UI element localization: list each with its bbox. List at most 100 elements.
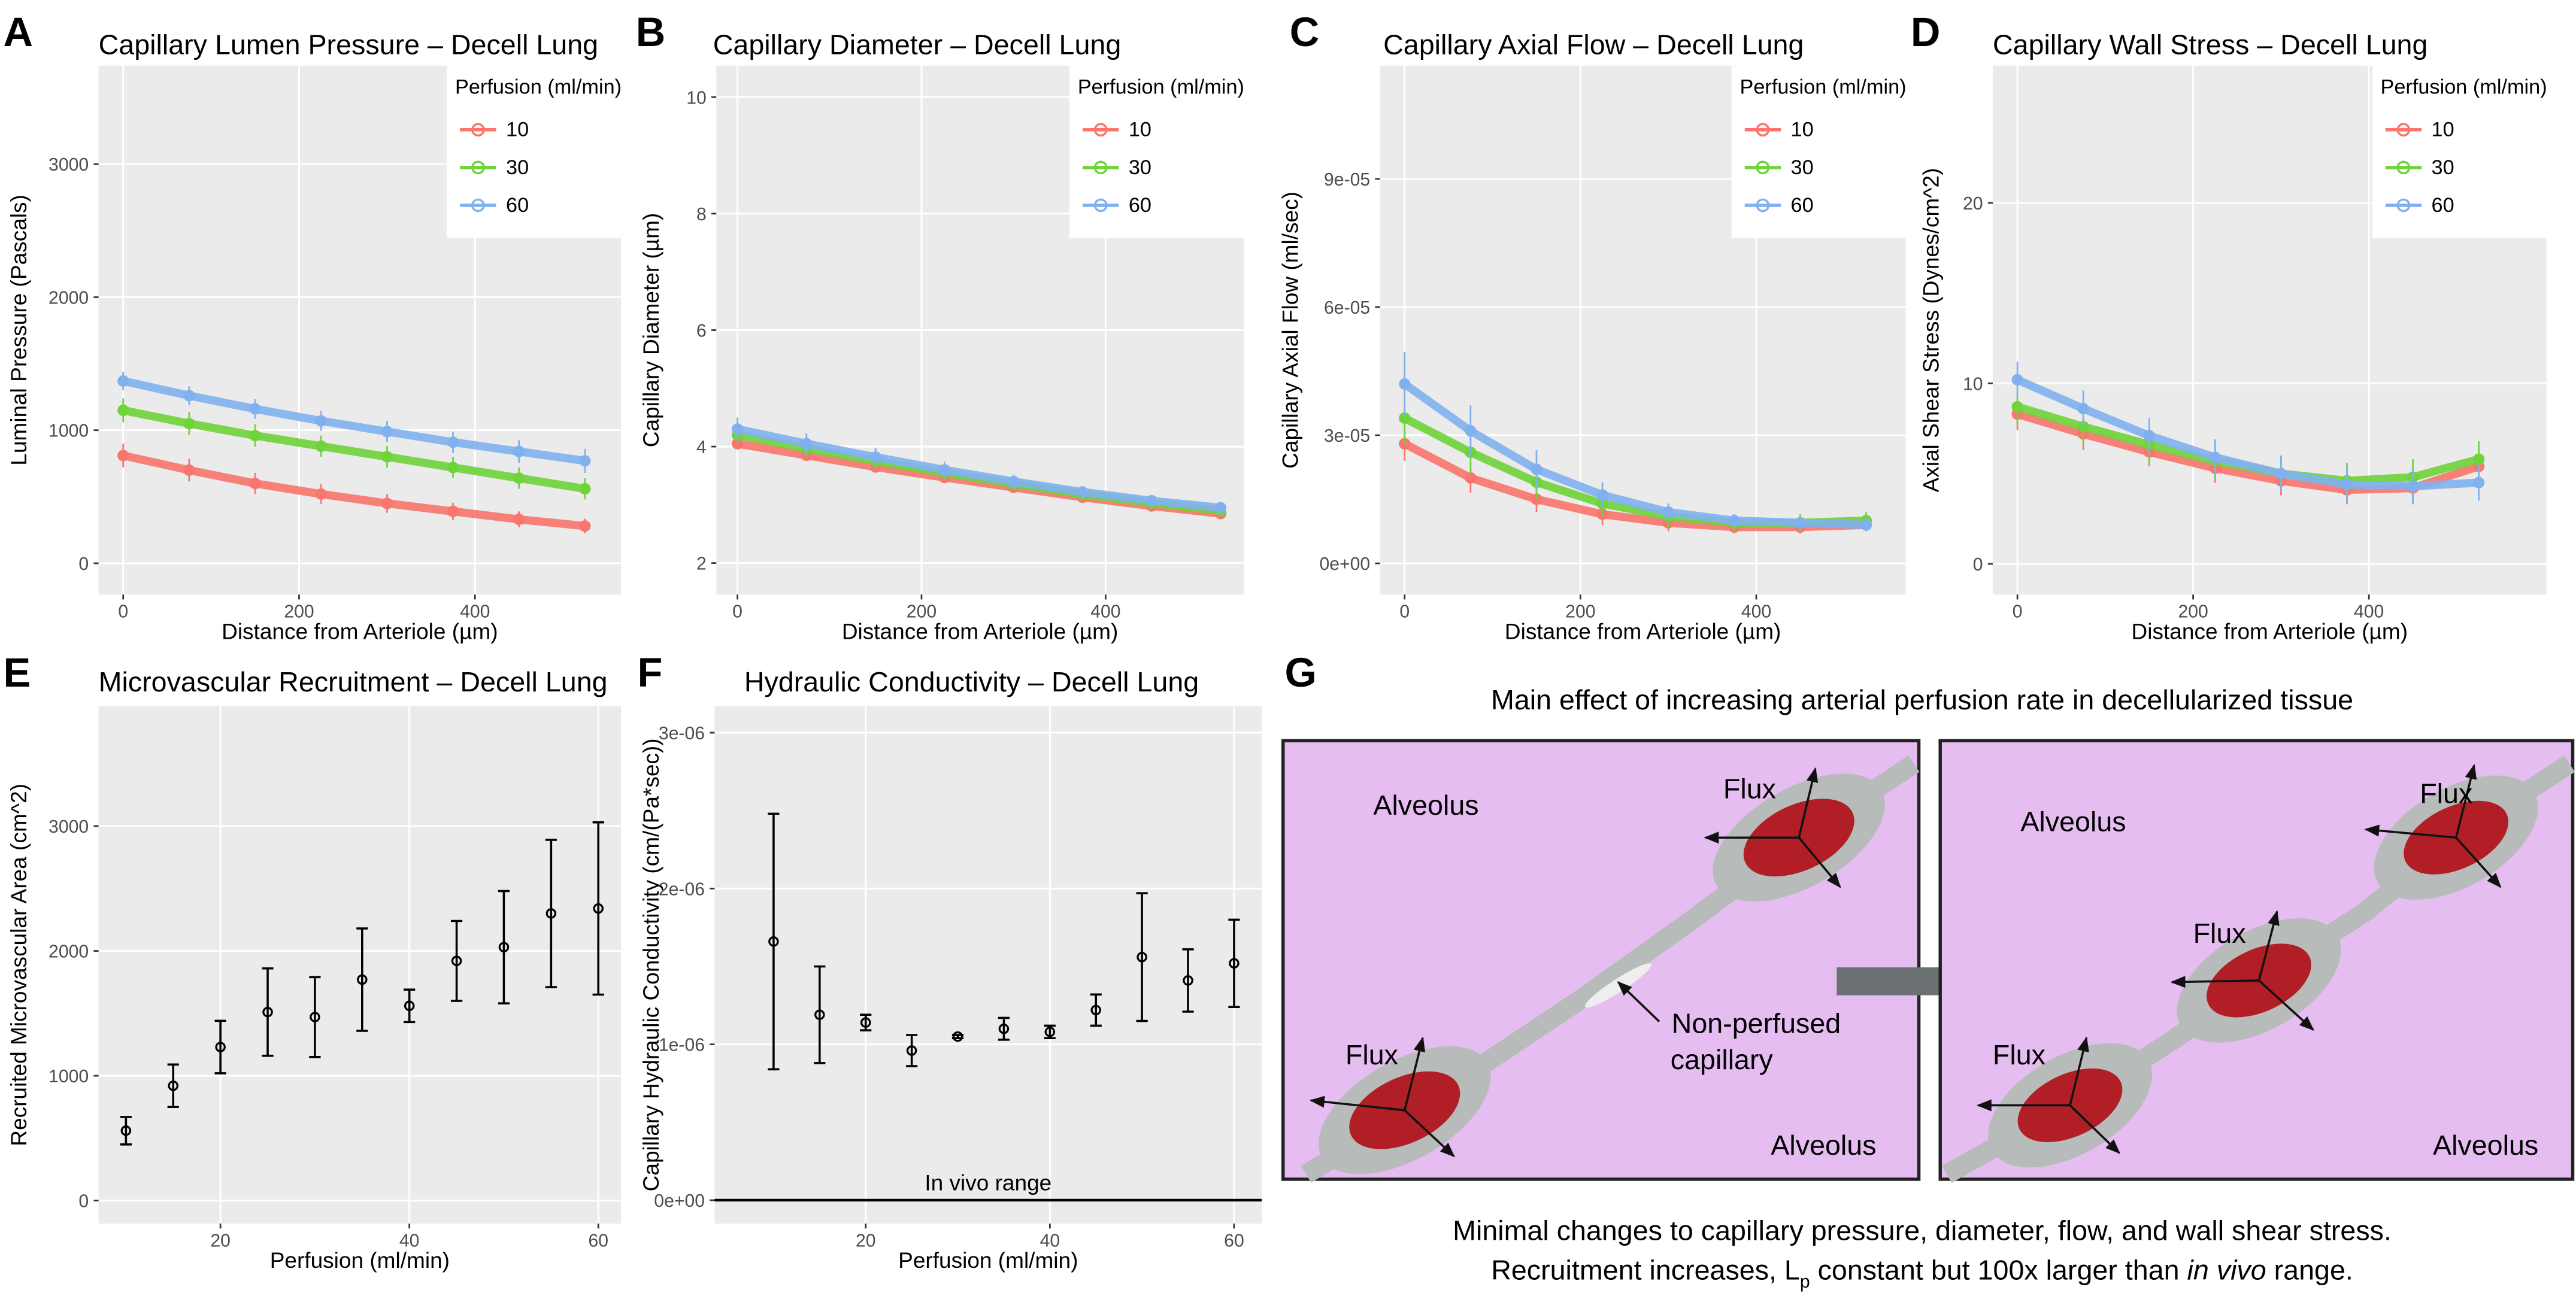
point	[938, 464, 950, 476]
point	[545, 908, 557, 919]
flux-arrows	[1976, 764, 2502, 1154]
point	[1399, 412, 1411, 424]
x-tick-label: 200	[1565, 602, 1595, 622]
point	[814, 1009, 825, 1020]
point	[731, 423, 744, 435]
point	[404, 1000, 415, 1012]
point	[447, 505, 459, 517]
point	[1596, 489, 1608, 501]
legend-swatch	[1756, 123, 1770, 137]
legend-swatch	[2396, 198, 2411, 213]
y-tick-label: 1000	[49, 421, 89, 441]
point	[2275, 468, 2287, 479]
point	[1077, 486, 1089, 498]
x-tick-label: 20	[210, 1231, 231, 1251]
y-tick-label: 20	[1963, 194, 1983, 214]
y-tick-label: 0	[78, 554, 89, 574]
chart-title: Capillary Wall Stress – Decell Lung	[1993, 29, 2427, 60]
y-tick-label: 10	[686, 88, 707, 108]
x-tick-label: 0	[118, 602, 128, 622]
point	[183, 390, 195, 402]
y-tick-label: 2e-06	[659, 879, 705, 899]
y-tick-label: 2000	[49, 288, 89, 308]
legend-label: 10	[1129, 119, 1151, 141]
point	[381, 451, 393, 463]
legend-label: 10	[506, 119, 529, 141]
y-tick-label: 0	[78, 1192, 89, 1212]
legend-label: 10	[2432, 119, 2454, 141]
note-label: Non-perfused	[1672, 1008, 1841, 1039]
point	[1214, 502, 1227, 514]
point	[2209, 451, 2221, 463]
point	[1465, 425, 1477, 437]
point	[1662, 506, 1674, 518]
series-line	[119, 377, 589, 465]
legend-label: 60	[2432, 194, 2454, 217]
y-tick-label: 3e-05	[1324, 426, 1370, 446]
point	[998, 1023, 1010, 1034]
alveolus-label: Alveolus	[1771, 1130, 1876, 1161]
chart-title: Capillary Axial Flow – Decell Lung	[1383, 29, 1804, 60]
legend-box	[447, 65, 622, 238]
y-tick-label: 2	[696, 554, 707, 574]
legend-label: 60	[1129, 194, 1151, 217]
legend-title: Perfusion (ml/min)	[1078, 75, 1244, 98]
legend-label: 60	[506, 194, 529, 217]
series-line	[119, 451, 589, 530]
legend-box	[1731, 65, 1906, 238]
plot-background	[714, 706, 1262, 1224]
flux-label: Flux	[1723, 773, 1776, 804]
point	[513, 514, 525, 526]
diagram: G Main effect of increasing arterial per…	[1281, 649, 2575, 1292]
point	[513, 472, 525, 484]
point	[2143, 430, 2155, 442]
point	[249, 430, 261, 442]
point	[869, 451, 881, 463]
x-axis-title: Distance from Arteriole (µm)	[222, 618, 498, 644]
point	[262, 1006, 273, 1018]
legend-swatch	[1093, 123, 1108, 137]
x-tick-label: 0	[2013, 602, 2023, 622]
point	[1531, 463, 1542, 475]
x-axis-title: Perfusion (ml/min)	[270, 1248, 450, 1273]
caption: Recruitment increases, Lp constant but 1…	[1491, 1254, 2353, 1292]
point	[447, 436, 459, 448]
y-tick-label: 8	[696, 205, 707, 224]
y-axis-title: Capillary Hydraulic Conductivity (cm/(Pa…	[638, 738, 663, 1191]
point	[2011, 401, 2023, 413]
x-axis-title: Perfusion (ml/min)	[898, 1248, 1078, 1273]
legend-swatch	[471, 123, 485, 137]
point	[1137, 952, 1147, 963]
y-axis-title: Luminal Pressure (Pascals)	[6, 195, 31, 466]
legend-label: 30	[2432, 156, 2454, 179]
caption: Minimal changes to capillary pressure, d…	[1453, 1215, 2392, 1246]
legend-swatch	[1756, 198, 1770, 213]
point	[1465, 472, 1477, 484]
point	[2473, 453, 2485, 465]
x-tick-label: 200	[2178, 602, 2208, 622]
point	[1090, 1004, 1102, 1016]
flux-label: Flux	[1345, 1039, 1398, 1070]
y-axis-title: Capillary Diameter (µm)	[638, 213, 663, 448]
panel-label: B	[636, 9, 666, 55]
chart-title: Capillary Diameter – Decell Lung	[713, 29, 1122, 60]
legend-swatch	[1756, 160, 1770, 175]
point	[1183, 975, 1193, 986]
panel-label: E	[3, 649, 31, 696]
y-tick-label: 3000	[49, 817, 89, 837]
note-label: capillary	[1671, 1044, 1774, 1075]
point	[447, 462, 459, 474]
x-tick-label: 400	[2354, 602, 2384, 622]
caption-part: constant but 100x larger than	[1810, 1254, 2187, 1285]
x-tick-label: 0	[732, 602, 743, 622]
y-axis-title: Capillary Axial Flow (ml/sec)	[1277, 192, 1302, 469]
point	[801, 438, 813, 450]
y-tick-label: 2000	[49, 942, 89, 961]
panel-label: G	[1285, 649, 1317, 696]
legend-swatch	[471, 160, 485, 175]
y-tick-label: 0e+00	[654, 1191, 705, 1211]
point	[315, 488, 327, 500]
legend-swatch	[471, 198, 485, 213]
